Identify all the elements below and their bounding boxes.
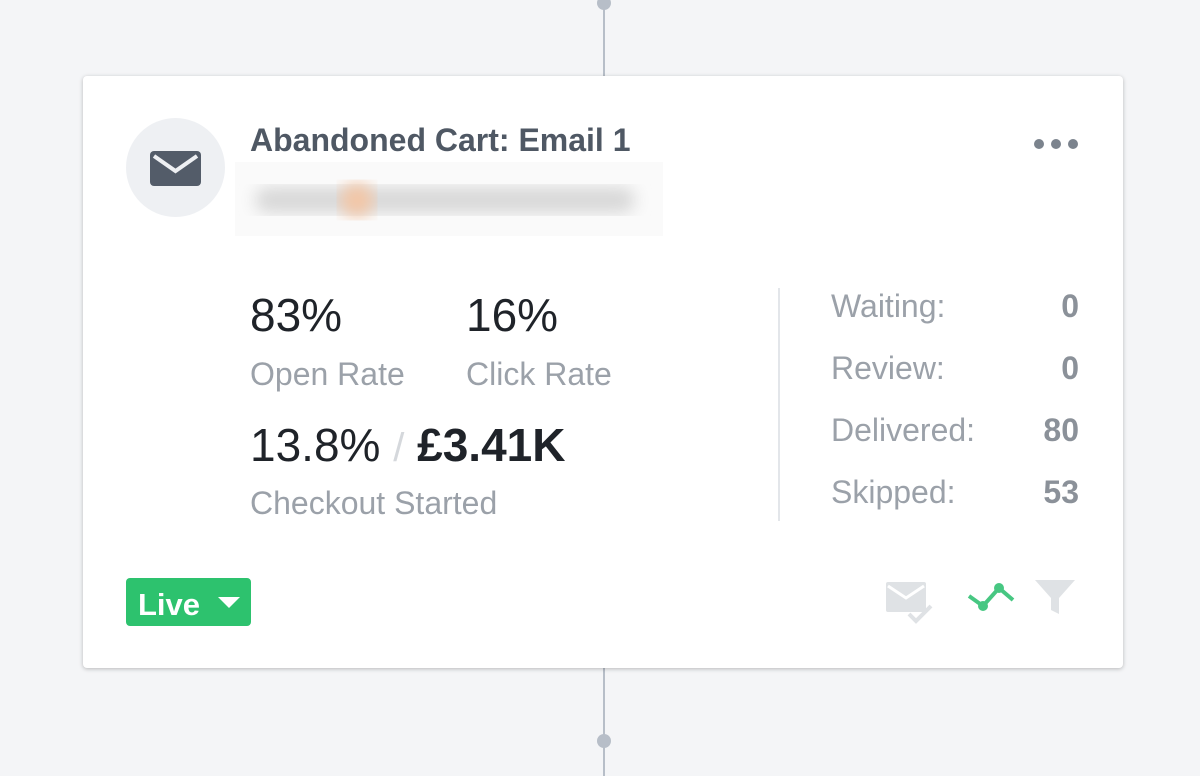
count-value: 53 [1043,474,1079,510]
email-card[interactable]: Abandoned Cart: Email 1 83% Open Rate 16… [83,76,1123,668]
count-label: Waiting: [831,288,946,324]
conversion-line: 13.8% / £3.41K [250,422,565,468]
count-label: Review: [831,350,945,386]
count-label: Skipped: [831,474,956,510]
count-label: Delivered: [831,412,976,448]
flow-node [597,0,611,10]
more-menu[interactable] [1033,138,1079,150]
blurred-subject [235,162,663,236]
count-value: 0 [1061,288,1079,324]
click-rate-value: 16% [466,289,559,341]
dropdown-caret [218,597,240,608]
conversion-revenue: £3.41K [417,419,566,471]
email-icon [126,118,225,217]
email-title: Abandoned Cart: Email 1 [250,122,631,158]
filter-icon[interactable] [1033,578,1077,618]
conversion-rate: 13.8% [250,419,381,471]
divider [778,288,780,521]
open-rate-label: Open Rate [250,356,405,392]
flow-connector [603,668,605,776]
count-value: 80 [1043,412,1079,448]
flow-connector [603,0,605,76]
status-label: Live [138,587,201,622]
trend-icon[interactable] [965,578,1017,618]
click-rate-label: Click Rate [466,356,612,392]
open-rate-value: 83% [250,289,343,341]
conversion-label: Checkout Started [250,485,498,521]
flow-node [597,734,611,748]
count-value: 0 [1061,350,1079,386]
status-dropdown[interactable]: Live [126,578,251,626]
separator: / [393,426,405,470]
email-check-icon[interactable] [883,578,939,626]
